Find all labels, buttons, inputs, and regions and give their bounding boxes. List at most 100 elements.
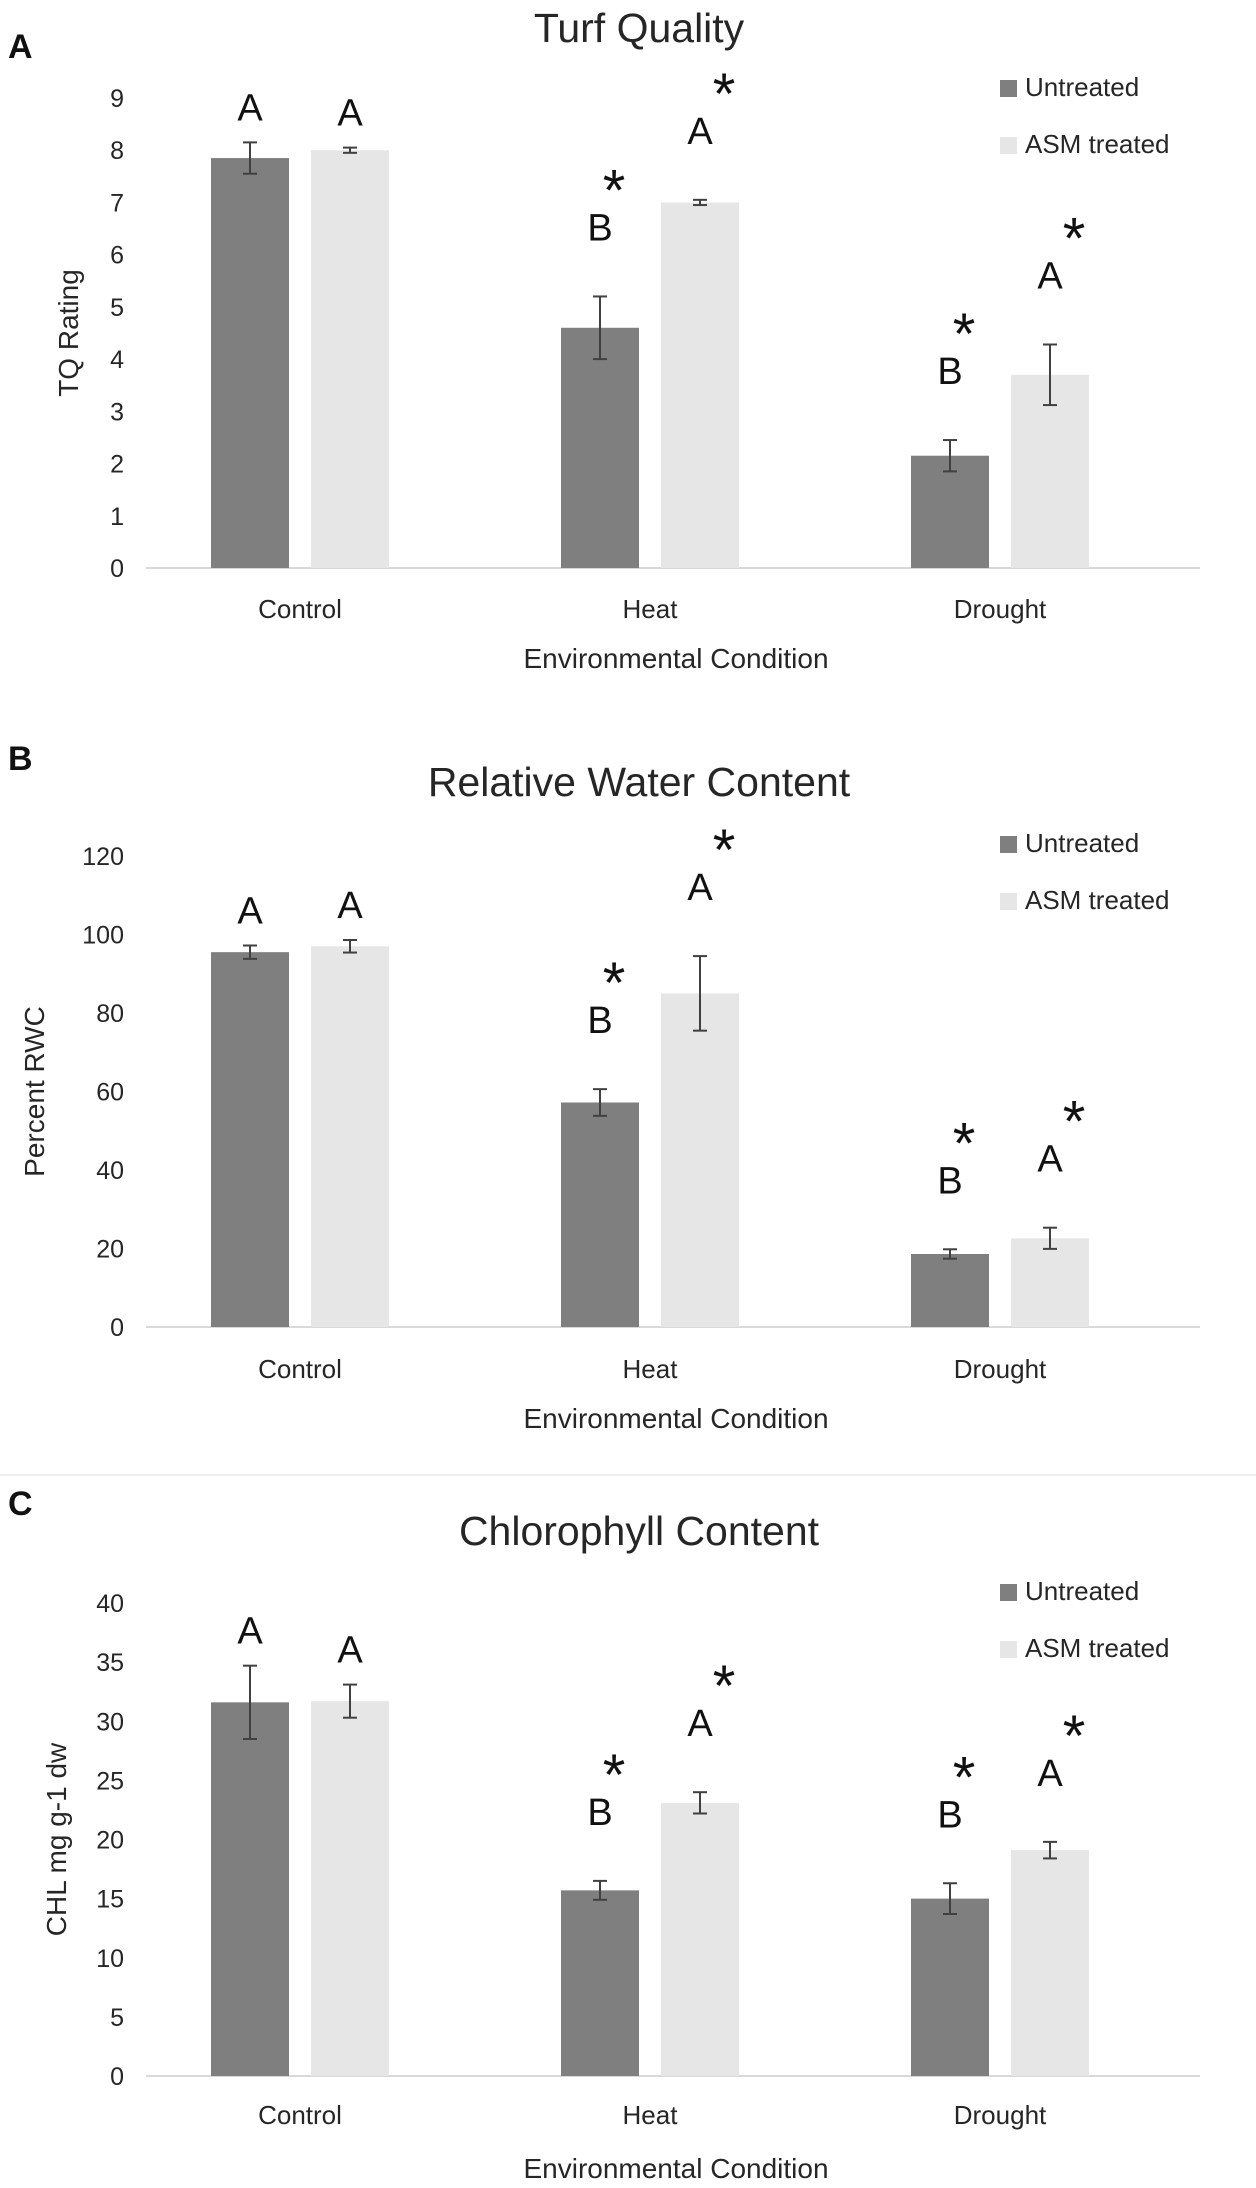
significance-letter: B [587,207,612,249]
legend-label: Untreated [1025,828,1139,858]
y-tick-label: 8 [110,137,124,165]
significance-letter: A [1037,1753,1063,1795]
error-bar [343,938,357,954]
error-bar [693,198,707,207]
significance-star: * [1063,1090,1086,1155]
y-tick-label: 4 [110,346,124,374]
error-bar [943,439,957,473]
legend-swatch-asm-treated [1000,1641,1017,1658]
x-tick-label: Drought [954,2100,1047,2130]
bar-asm-treated-drought [1011,1850,1089,2076]
y-axis-title: TQ Rating [53,269,84,397]
y-tick-label: 0 [110,1314,124,1342]
y-tick-label: 80 [96,1000,124,1028]
bar-untreated-heat [561,1102,639,1327]
error-bar [593,295,607,361]
bar-asm-treated-drought [1011,1238,1089,1327]
y-tick-label: 40 [96,1157,124,1185]
significance-star: * [953,1111,976,1176]
x-tick-label: Control [258,594,342,624]
legend-label: ASM treated [1025,885,1170,915]
significance-star: * [1063,1704,1086,1769]
significance-star: * [953,1745,976,1810]
bar-untreated-drought [911,1253,989,1327]
bar-asm-treated-control [311,1701,389,2076]
significance-letter: A [237,890,263,932]
legend-label: ASM treated [1025,1633,1170,1663]
y-tick-label: 100 [82,922,124,950]
y-tick-label: 60 [96,1079,124,1107]
y-tick-label: 6 [110,242,124,270]
x-tick-label: Heat [623,594,679,624]
panel-letter: B [8,740,33,778]
significance-letter: A [687,867,713,909]
bar-untreated-control [211,1702,289,2076]
y-tick-label: 3 [110,398,124,426]
x-tick-label: Drought [954,1354,1047,1384]
error-bar [1043,1840,1057,1860]
legend-swatch-untreated [1000,1584,1017,1601]
significance-letter: A [687,111,713,153]
y-axis-title: CHL mg g-1 dw [41,1742,72,1936]
significance-star: * [713,62,736,127]
bar-untreated-drought [911,455,989,568]
error-bar [693,1791,707,1815]
significance-star: * [603,951,626,1016]
legend-swatch-asm-treated [1000,137,1017,154]
error-bar [243,141,257,175]
x-tick-label: Heat [623,2100,679,2130]
y-tick-label: 40 [96,1590,124,1618]
y-tick-label: 20 [96,1827,124,1855]
y-tick-label: 10 [96,1945,124,1973]
error-bar [1043,1226,1057,1250]
x-tick-label: Drought [954,594,1047,624]
significance-letter: A [237,87,263,129]
significance-letter: B [937,1794,962,1836]
significance-star: * [1063,206,1086,271]
bar-asm-treated-heat [661,993,739,1327]
x-tick-label: Heat [623,1354,679,1384]
panel-letter: A [8,28,33,66]
significance-star: * [713,818,736,883]
bar-asm-treated-heat [661,1802,739,2076]
chart-title: Chlorophyll Content [459,1508,820,1554]
x-axis-title: Environmental Condition [523,1403,828,1434]
significance-letter: A [687,1703,713,1745]
significance-letter: A [337,1630,363,1672]
error-bar [943,1248,957,1260]
significance-letter: A [1037,255,1063,297]
y-tick-label: 35 [96,1649,124,1677]
x-tick-label: Control [258,2100,342,2130]
error-bar [693,955,707,1032]
bar-asm-treated-drought [1011,374,1089,568]
bar-untreated-heat [561,1890,639,2076]
y-tick-label: 5 [110,294,124,322]
y-axis-title: Percent RWC [19,1006,50,1177]
x-axis-title: Environmental Condition [523,643,828,674]
bar-untreated-control [211,158,289,569]
bar-untreated-control [211,952,289,1327]
y-tick-label: 9 [110,85,124,113]
panel-letter: C [8,1485,33,1523]
y-tick-label: 25 [96,1767,124,1795]
significance-letter: A [337,93,363,135]
y-tick-label: 2 [110,451,124,479]
x-axis-title: Environmental Condition [523,2153,828,2184]
error-bar [243,1664,257,1740]
legend-swatch-untreated [1000,836,1017,853]
legend-swatch-asm-treated [1000,893,1017,910]
y-tick-label: 120 [82,843,124,871]
y-tick-label: 7 [110,189,124,217]
significance-star: * [953,302,976,367]
chart-panel-c: C Chlorophyll Content 0 5 10 15 20 25 30 35 40 CHL … [8,1485,1200,2184]
error-bar [593,1879,607,1901]
significance-letter: A [237,1611,263,1653]
y-tick-label: 5 [110,2004,124,2032]
error-bar [343,1683,357,1719]
bar-asm-treated-control [311,946,389,1327]
error-bar [1043,343,1057,407]
bar-asm-treated-heat [661,202,739,568]
y-tick-label: 1 [110,503,124,531]
significance-letter: B [937,351,962,393]
